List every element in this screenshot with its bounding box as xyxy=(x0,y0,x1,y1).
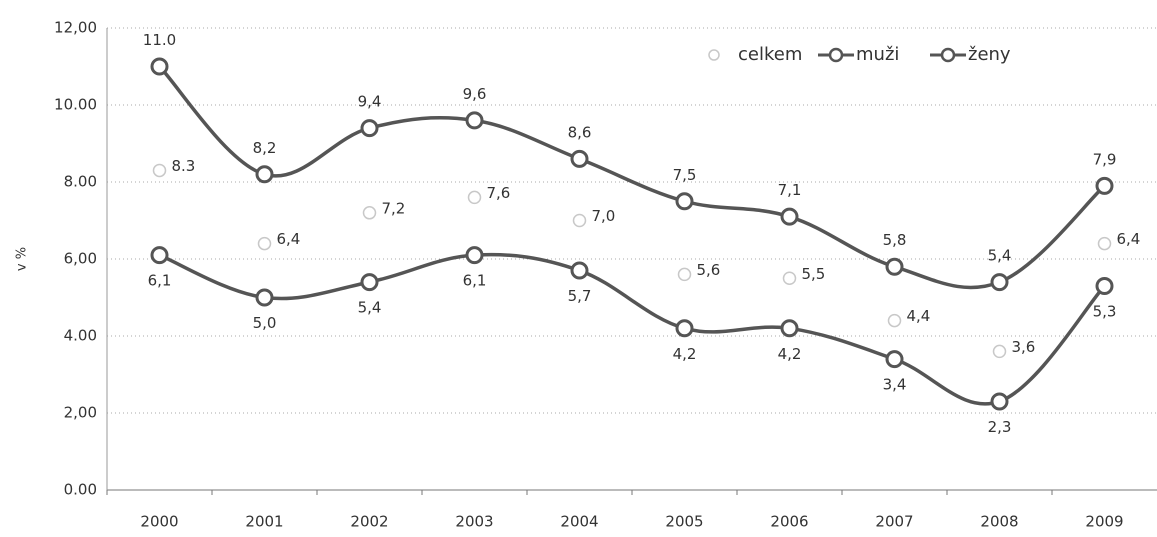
marker xyxy=(675,319,694,338)
x-tick-label: 2009 xyxy=(1085,513,1123,531)
marker xyxy=(990,392,1009,411)
legend-label: ženy xyxy=(968,44,1011,65)
marker xyxy=(992,344,1007,359)
x-tick-label: 2007 xyxy=(875,513,913,531)
marker xyxy=(570,261,589,280)
series-line xyxy=(158,65,1106,290)
y-tick-label: 0.00 xyxy=(64,481,97,499)
marker xyxy=(572,213,587,228)
marker xyxy=(1095,276,1114,295)
marker xyxy=(152,163,167,178)
x-tick-label: 2002 xyxy=(350,513,388,531)
x-tick-label: 2006 xyxy=(770,513,808,531)
data-label: 3,4 xyxy=(883,376,907,394)
legend-marker xyxy=(708,49,720,61)
data-label: 7,6 xyxy=(487,184,511,202)
marker xyxy=(255,165,274,184)
data-label: 5,3 xyxy=(1093,302,1117,320)
x-tick-label: 2001 xyxy=(245,513,283,531)
y-tick-label: 2,00 xyxy=(64,404,97,422)
y-tick-label: 10.00 xyxy=(54,96,97,114)
data-label: 4,2 xyxy=(778,345,802,363)
data-label: 11.0 xyxy=(143,31,176,49)
marker xyxy=(780,319,799,338)
marker xyxy=(467,190,482,205)
series-line xyxy=(158,252,1106,406)
marker xyxy=(780,207,799,226)
data-label: 8,6 xyxy=(568,123,592,141)
data-label: 5,4 xyxy=(358,299,382,317)
legend-marker xyxy=(828,47,844,63)
x-tick-label: 2000 xyxy=(140,513,178,531)
marker xyxy=(150,246,169,265)
y-tick-label: 8.00 xyxy=(64,173,97,191)
marker xyxy=(677,267,692,282)
legend-label: muži xyxy=(856,44,899,65)
x-tick-label: 2005 xyxy=(665,513,703,531)
y-tick-label: 12,00 xyxy=(54,19,97,37)
marker xyxy=(465,246,484,265)
data-label: 8.3 xyxy=(172,157,196,175)
marker xyxy=(570,149,589,168)
data-label: 7,9 xyxy=(1093,150,1117,168)
data-label: 6,1 xyxy=(148,272,172,290)
marker xyxy=(255,288,274,307)
legend-label: celkem xyxy=(738,44,802,65)
marker xyxy=(885,257,904,276)
data-label: 5,7 xyxy=(568,287,592,305)
x-tick-label: 2008 xyxy=(980,513,1018,531)
data-label: 7,0 xyxy=(592,207,616,225)
data-label: 7,5 xyxy=(673,166,697,184)
data-label: 5,0 xyxy=(253,314,277,332)
marker xyxy=(150,57,169,76)
x-tick-label: 2003 xyxy=(455,513,493,531)
data-label: 2,3 xyxy=(988,418,1012,436)
y-tick-label: 6,00 xyxy=(64,250,97,268)
data-label: 7,2 xyxy=(382,199,406,217)
legend-marker xyxy=(940,47,956,63)
x-tick-label: 2004 xyxy=(560,513,598,531)
data-label: 5,8 xyxy=(883,231,907,249)
data-label: 9,4 xyxy=(358,93,382,111)
data-label: 6,4 xyxy=(277,230,301,248)
marker xyxy=(1095,176,1114,195)
marker xyxy=(465,111,484,130)
data-label: 4,2 xyxy=(673,345,697,363)
marker xyxy=(360,273,379,292)
marker xyxy=(782,271,797,285)
marker xyxy=(362,206,377,220)
data-label: 5,4 xyxy=(988,247,1012,265)
marker xyxy=(1097,236,1112,251)
data-label: 6,4 xyxy=(1117,230,1141,248)
data-label: 6,1 xyxy=(463,272,487,290)
marker xyxy=(885,350,904,369)
data-label: 5,5 xyxy=(802,265,826,283)
data-label: 4,4 xyxy=(907,307,931,325)
marker xyxy=(360,119,379,138)
data-label: 8,2 xyxy=(253,139,277,157)
data-label: 9,6 xyxy=(463,85,487,103)
y-tick-label: 4.00 xyxy=(64,327,97,345)
marker xyxy=(887,313,902,328)
data-label: 5,6 xyxy=(697,261,721,279)
marker xyxy=(257,236,272,251)
marker xyxy=(990,273,1009,292)
y-axis-label: v % xyxy=(15,247,30,271)
data-label: 3,6 xyxy=(1012,338,1036,356)
marker xyxy=(675,192,694,211)
data-label: 7,1 xyxy=(778,181,802,199)
